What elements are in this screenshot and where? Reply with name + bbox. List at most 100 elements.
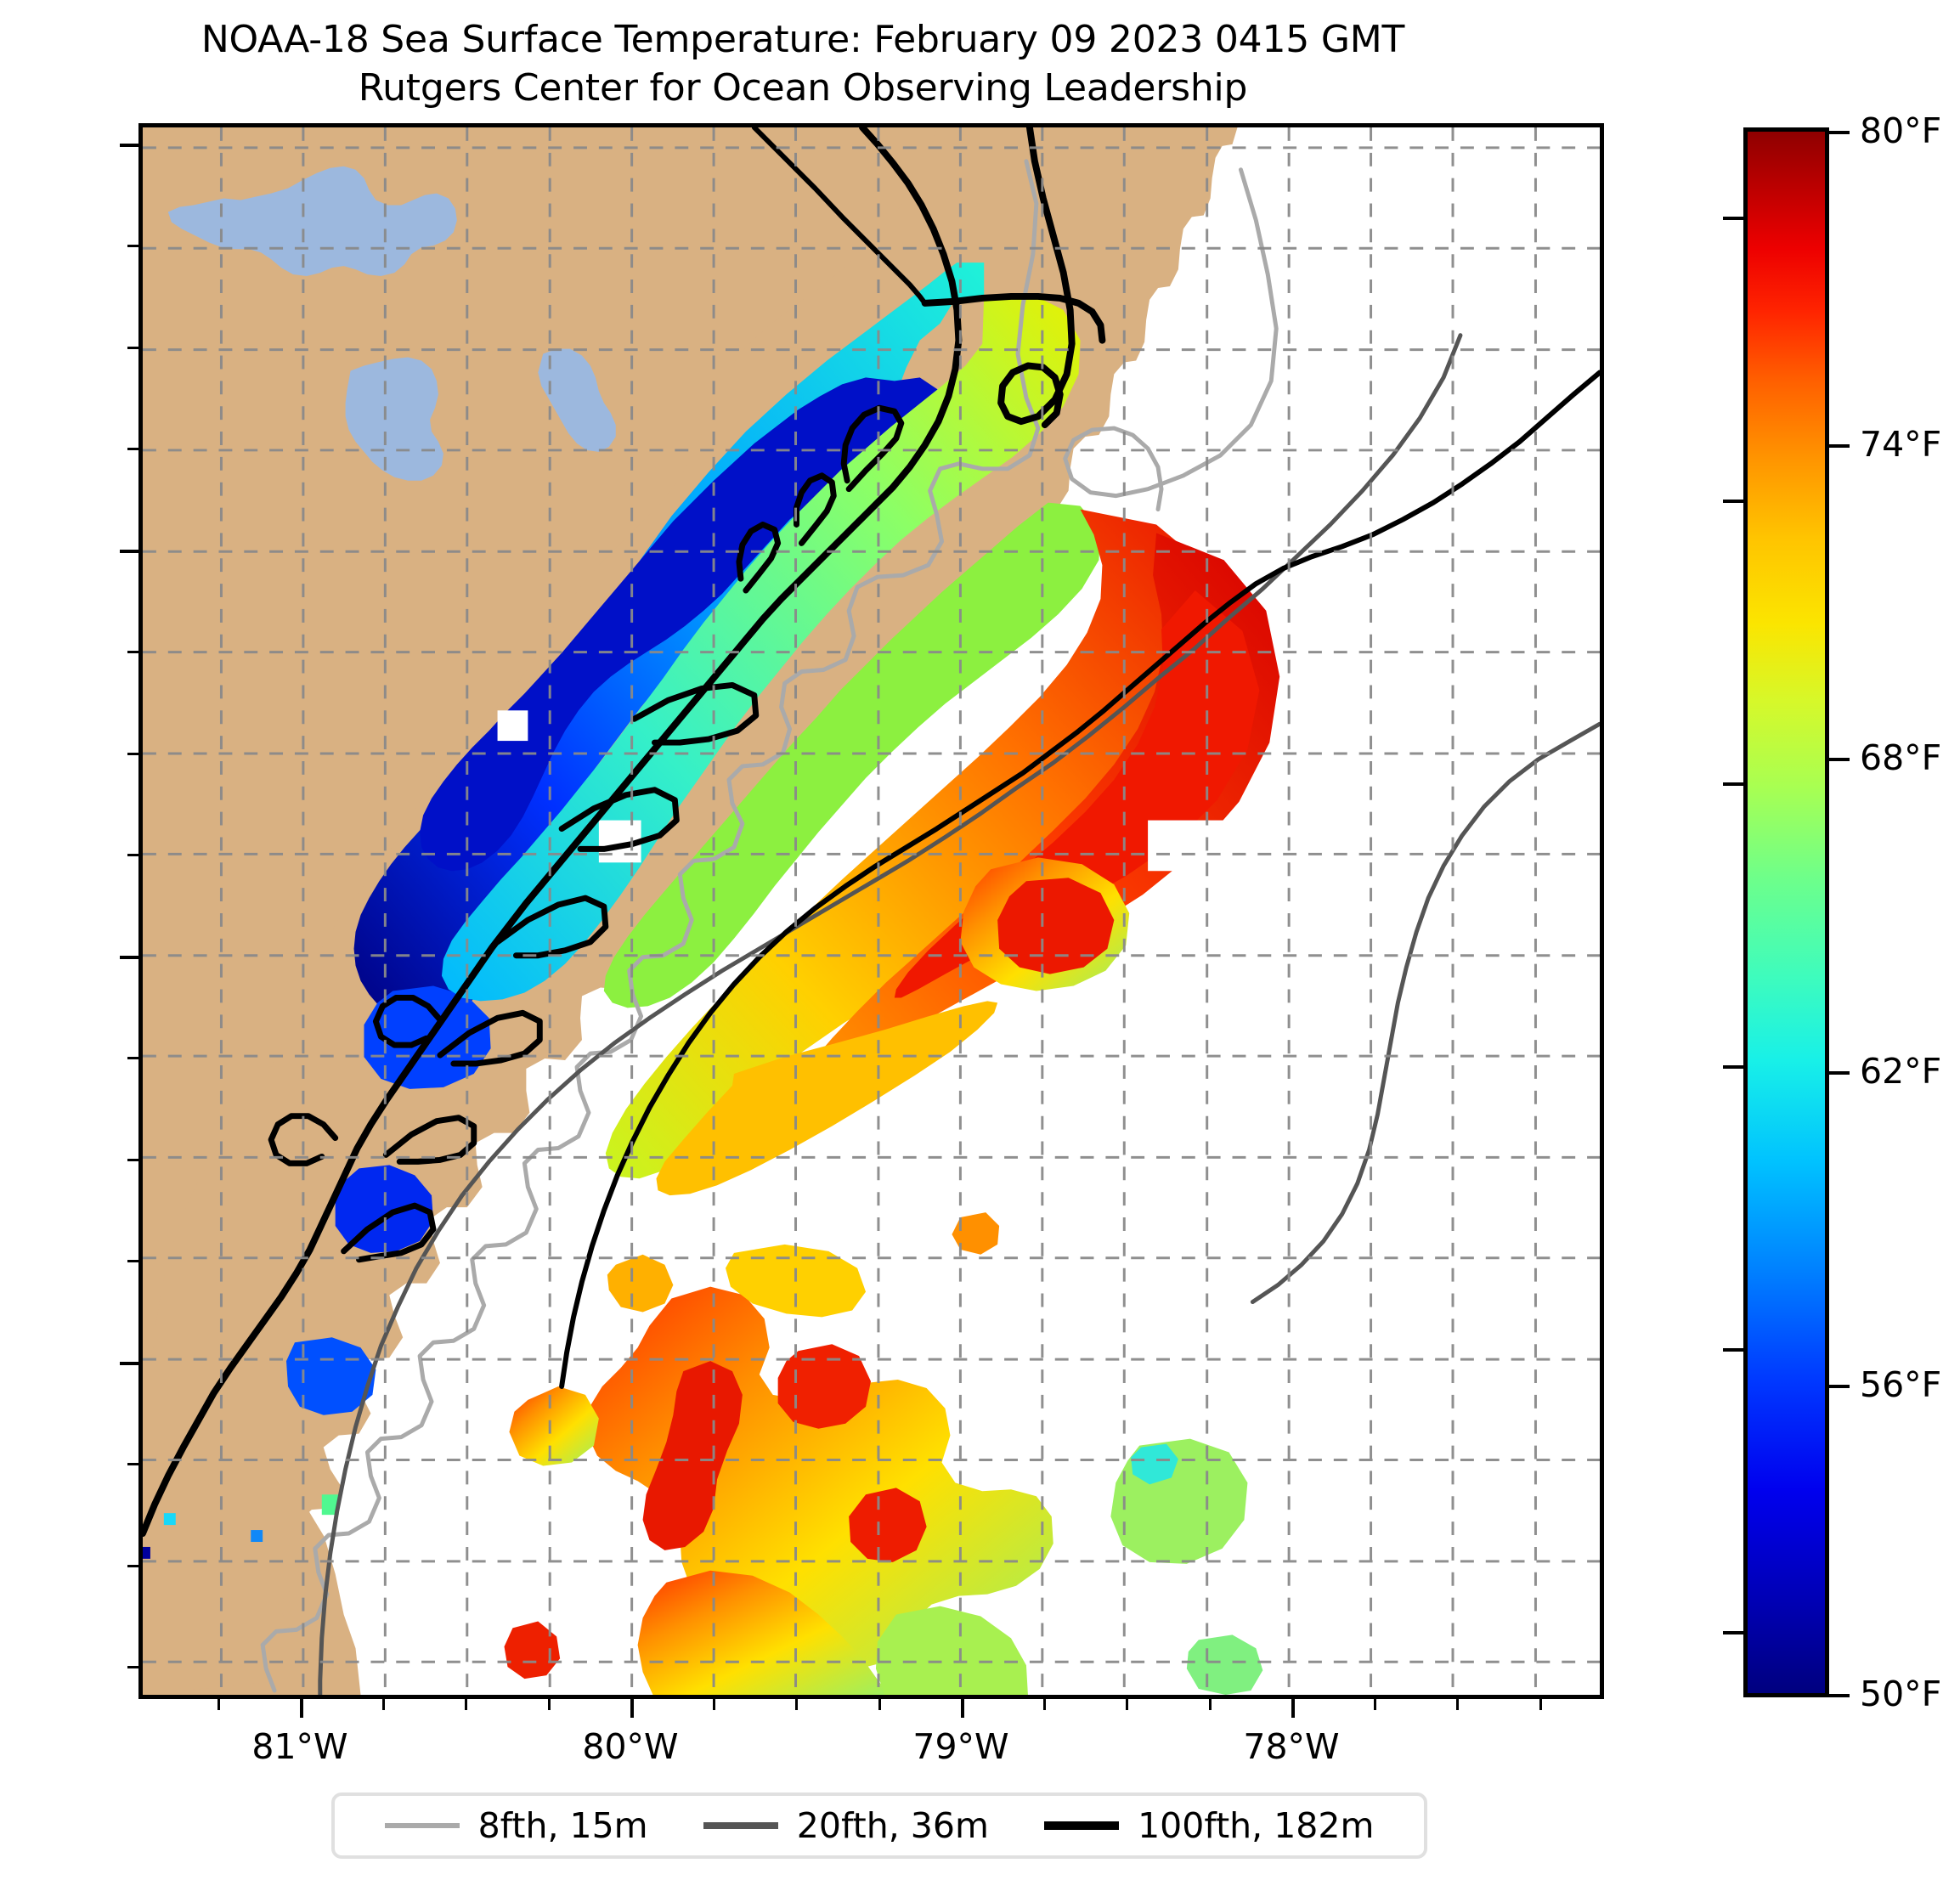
colorbar-tick-f <box>1829 1071 1850 1075</box>
colorbar-tick-c <box>1723 1348 1743 1352</box>
xtick-major <box>1291 1699 1295 1718</box>
bathy-100fth <box>559 370 1600 1389</box>
xtick-label: 81°W <box>251 1726 348 1767</box>
sst-pixel-1 <box>143 1546 150 1559</box>
legend-item-100fth[interactable]: 100fth, 182m <box>1044 1805 1374 1846</box>
xtick-minor <box>1126 1699 1128 1710</box>
colorbar-label-f: 62°F <box>1860 1051 1942 1092</box>
sst-warm-eddy-north-core <box>997 878 1115 974</box>
colorbar-tick-f <box>1829 1694 1850 1697</box>
map-plot-area[interactable] <box>138 123 1604 1699</box>
legend-label-100fth: 100fth, 182m <box>1138 1805 1375 1846</box>
sst-warm-band <box>605 509 1233 1179</box>
bathy-8fth-north <box>1063 167 1279 512</box>
map-canvas <box>143 127 1600 1695</box>
legend-line-100fth <box>1044 1821 1120 1830</box>
sst-patch-south-hot2 <box>777 1344 872 1429</box>
map-svg <box>143 127 1600 1695</box>
coastline-inlets <box>736 404 905 594</box>
bathymetry-legend[interactable]: 8fth, 15m 20fth, 36m 100fth, 182m <box>331 1792 1427 1859</box>
sst-cold-nearshore-south <box>335 1165 434 1253</box>
xtick-minor <box>465 1699 467 1710</box>
ytick-minor <box>127 1565 138 1567</box>
colorbar-label-f: 50°F <box>1860 1674 1942 1714</box>
sst-gulf-stream-core <box>791 533 1280 1108</box>
ytick-major <box>120 956 138 959</box>
lake-marion <box>167 166 457 277</box>
sst-patch-south-east-cyan <box>1131 1443 1178 1485</box>
legend-line-8fth <box>384 1823 460 1828</box>
xtick-minor <box>1209 1699 1212 1710</box>
xtick-minor <box>795 1699 798 1710</box>
sst-patch-strip-n <box>607 1254 674 1313</box>
colorbar-tick-c <box>1723 500 1743 503</box>
ytick-major <box>120 144 138 147</box>
xtick-major <box>630 1699 634 1718</box>
ytick-minor <box>127 1463 138 1465</box>
chart-title: NOAA-18 Sea Surface Temperature: Februar… <box>0 15 1606 112</box>
legend-item-20fth[interactable]: 20fth, 36m <box>703 1805 989 1846</box>
xtick-major <box>961 1699 964 1718</box>
colorbar-tick-f <box>1829 758 1850 761</box>
sst-patch-south-lower2 <box>875 1606 1028 1695</box>
sst-cold-nearshore-south3 <box>286 1337 376 1415</box>
nodata-gap-2 <box>497 710 528 742</box>
nodata-gap-4 <box>1198 533 1212 547</box>
legend-item-8fth[interactable]: 8fth, 15m <box>384 1805 648 1846</box>
colorbar-tick-c <box>1723 1631 1743 1634</box>
bathy-100fth-cape <box>751 127 928 306</box>
xtick-label: 79°W <box>912 1726 1009 1767</box>
lake-strom-thurmond <box>345 357 443 481</box>
xtick-label: 78°W <box>1243 1726 1340 1767</box>
grid-lines <box>143 127 1600 1695</box>
ytick-minor <box>127 854 138 856</box>
ytick-minor <box>127 1666 138 1668</box>
sst-green-band <box>603 502 1101 1008</box>
xtick-minor <box>548 1699 551 1710</box>
ytick-minor <box>127 347 138 349</box>
land-mass <box>143 127 959 1695</box>
sst-shelfbreak-warm <box>656 1001 998 1196</box>
xtick-minor <box>1456 1699 1459 1710</box>
coastline-nc-shore <box>921 292 1106 344</box>
colorbar[interactable] <box>1743 127 1829 1697</box>
sst-patch-south-hot3 <box>849 1488 927 1562</box>
legend-line-20fth <box>703 1822 778 1829</box>
colorbar-fahrenheit-scale: 80°F 74°F 68°F 62°F 56°F 50°F <box>1743 110 1941 1714</box>
ytick-minor <box>127 1159 138 1161</box>
sst-gulf-stream-hottest <box>894 590 1260 998</box>
ytick-major <box>120 1362 138 1365</box>
legend-label-20fth: 20fth, 36m <box>796 1805 989 1846</box>
xtick-minor <box>1043 1699 1046 1710</box>
coastline-barrier-islands <box>341 681 760 1263</box>
ytick-minor <box>127 1057 138 1059</box>
sst-patch-south-lower <box>637 1570 891 1695</box>
colorbar-tick-f <box>1829 444 1850 448</box>
bathy-20fth-2 <box>1250 721 1600 1304</box>
ytick-major <box>120 550 138 553</box>
title-line-2: Rutgers Center for Ocean Observing Leade… <box>358 66 1248 110</box>
ytick-minor <box>127 245 138 247</box>
legend-label-8fth: 8fth, 15m <box>477 1805 648 1846</box>
xtick-minor <box>1374 1699 1376 1710</box>
xtick-minor <box>1539 1699 1542 1710</box>
sst-pixel-4 <box>321 1494 339 1516</box>
colorbar-label-f: 80°F <box>1860 110 1942 151</box>
sst-pixel-3 <box>251 1530 263 1542</box>
xtick-minor <box>713 1699 715 1710</box>
ytick-minor <box>127 651 138 653</box>
colorbar-tick-c <box>1723 782 1743 786</box>
sst-patch-tiny-sw <box>504 1621 561 1680</box>
sst-patch-south-hot1 <box>642 1361 743 1550</box>
xtick-minor <box>217 1699 220 1710</box>
sst-patch-south-west <box>509 1386 599 1466</box>
xtick-minor <box>382 1699 385 1710</box>
xtick-major <box>300 1699 303 1718</box>
colorbar-tick-c <box>1723 217 1743 220</box>
ytick-minor <box>127 753 138 755</box>
longitude-tick-labels: 81°W 80°W 79°W 78°W <box>138 1726 1604 1777</box>
colorbar-label-f: 56°F <box>1860 1364 1942 1405</box>
colorbar-tick-f <box>1829 1385 1850 1388</box>
colorbar-tick-c <box>1723 1065 1743 1069</box>
lake-hartwell <box>538 348 616 452</box>
